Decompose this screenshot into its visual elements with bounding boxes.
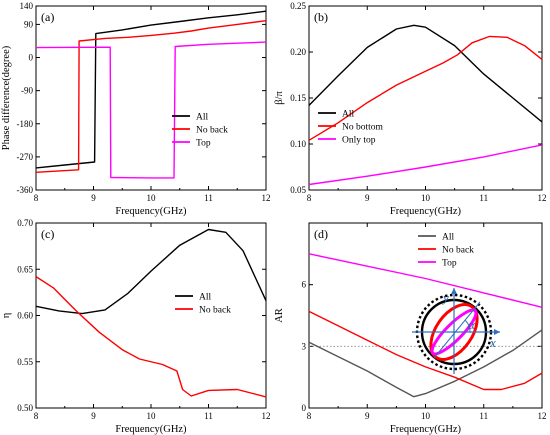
y-axis-label: AR: [274, 308, 285, 323]
x-tick-label: 12: [262, 411, 271, 421]
y-tick-label: 0.20: [290, 47, 306, 57]
x-tick-label: 8: [34, 193, 39, 203]
y-tick-label: 0.60: [17, 311, 33, 321]
series-line: [35, 20, 267, 173]
inset-angle-arc: [464, 319, 471, 333]
panel-4: 8 9 10 11 12 0 3 6 Frequency(GHz) AR (d) All No back…: [274, 222, 547, 435]
inset-red-ellipse: [429, 303, 479, 361]
y-tick-label: 3: [302, 341, 307, 351]
y-tick-label: -270: [17, 152, 34, 162]
plot-frame: [35, 5, 267, 191]
legend-label: All: [196, 113, 209, 123]
y-tick-label: 0: [29, 53, 34, 63]
y-tick-label: 0.50: [17, 403, 33, 413]
x-tick-label: 12: [262, 193, 271, 203]
legend-label: No back: [199, 306, 231, 316]
x-tick-label: 9: [365, 193, 370, 203]
series-line: [35, 276, 267, 398]
inset-y-arrow: [451, 288, 457, 294]
x-tick-label: 10: [421, 411, 431, 421]
y-tick-label: 0.70: [17, 218, 33, 228]
series-line: [308, 35, 543, 141]
legend-label: No back: [196, 126, 228, 136]
x-tick-label: 10: [147, 411, 157, 421]
y-tick-label: 90: [24, 19, 34, 29]
inset-x-label: x: [489, 335, 496, 350]
x-tick-label: 9: [91, 193, 96, 203]
y-tick-label: 0.25: [290, 1, 306, 11]
x-axis-label: Frequency(GHz): [390, 424, 462, 435]
series-line: [308, 329, 543, 398]
y-axis-label: β/π: [274, 91, 285, 105]
plot-frame: [308, 5, 543, 191]
x-tick-label: 8: [307, 411, 312, 421]
panel-tag: (c): [41, 227, 54, 241]
y-tick-label: 0.10: [290, 139, 306, 149]
series-line: [308, 144, 543, 186]
x-tick-label: 8: [307, 193, 312, 203]
panel-tag: (d): [314, 227, 328, 241]
panel-1: 8 9 10 11 12 140 90 0 -90 -180 -270 -360 Frequency(G…: [1, 1, 271, 217]
legend-label: No back: [442, 246, 474, 256]
x-tick-label: 12: [538, 193, 547, 203]
x-tick-label: 12: [538, 411, 547, 421]
y-tick-label: 0: [302, 403, 307, 413]
legend-label: All: [342, 110, 355, 120]
series-line: [308, 24, 543, 123]
panel-2: 8 9 10 11 12 0.25 0.20 0.15 0.10 0.05 Frequency(GH…: [274, 1, 547, 217]
series-line: [35, 10, 267, 169]
y-tick-label: 0.55: [17, 357, 33, 367]
legend-label: All: [442, 233, 455, 243]
legend-label: No bottom: [342, 123, 384, 133]
x-tick-label: 8: [34, 411, 39, 421]
y-tick-label: 0.15: [290, 93, 306, 103]
inset-x-arrow: [494, 329, 500, 335]
x-tick-label: 11: [479, 193, 488, 203]
y-tick-label: 0.65: [17, 264, 33, 274]
panel-3: 8 9 10 11 12 0.70 0.65 0.60 0.55 0.50 Frequency(GH…: [1, 218, 271, 435]
inset-y-label: y: [441, 290, 449, 305]
y-tick-label: -180: [17, 119, 34, 129]
series-line: [308, 310, 543, 391]
x-axis-label: Frequency(GHz): [115, 206, 187, 217]
y-tick-label: -360: [17, 185, 34, 195]
y-axis-label: Phase difference(degree): [1, 45, 12, 150]
x-tick-label: 11: [479, 411, 488, 421]
series-line: [308, 253, 543, 308]
x-tick-label: 11: [204, 193, 213, 203]
x-tick-label: 9: [365, 411, 370, 421]
y-tick-label: -90: [21, 86, 33, 96]
legend-label: Top: [196, 139, 211, 149]
series-line: [35, 41, 267, 179]
x-axis-label: Frequency(GHz): [115, 424, 187, 435]
legend-label: Top: [442, 259, 457, 269]
inset-magenta-ellipse: [430, 308, 478, 356]
panel-tag: (a): [41, 10, 54, 24]
polarization-inset: y xα: [412, 288, 500, 374]
x-tick-label: 10: [147, 193, 157, 203]
y-axis-label: η: [1, 313, 12, 319]
legend-label: Only top: [342, 136, 376, 146]
inset-major-axis: [433, 301, 481, 359]
series-line: [35, 228, 267, 315]
x-tick-label: 11: [204, 411, 213, 421]
inset-alpha-label: α: [468, 317, 476, 332]
plot-frame: [35, 222, 267, 409]
x-tick-label: 10: [421, 193, 431, 203]
panel-tag: (b): [314, 10, 328, 24]
x-tick-label: 9: [91, 411, 96, 421]
x-axis-label: Frequency(GHz): [390, 206, 462, 217]
y-tick-label: 0.05: [290, 185, 306, 195]
y-tick-label: 6: [302, 280, 307, 290]
y-tick-label: 140: [20, 1, 34, 11]
legend-label: All: [199, 293, 212, 303]
